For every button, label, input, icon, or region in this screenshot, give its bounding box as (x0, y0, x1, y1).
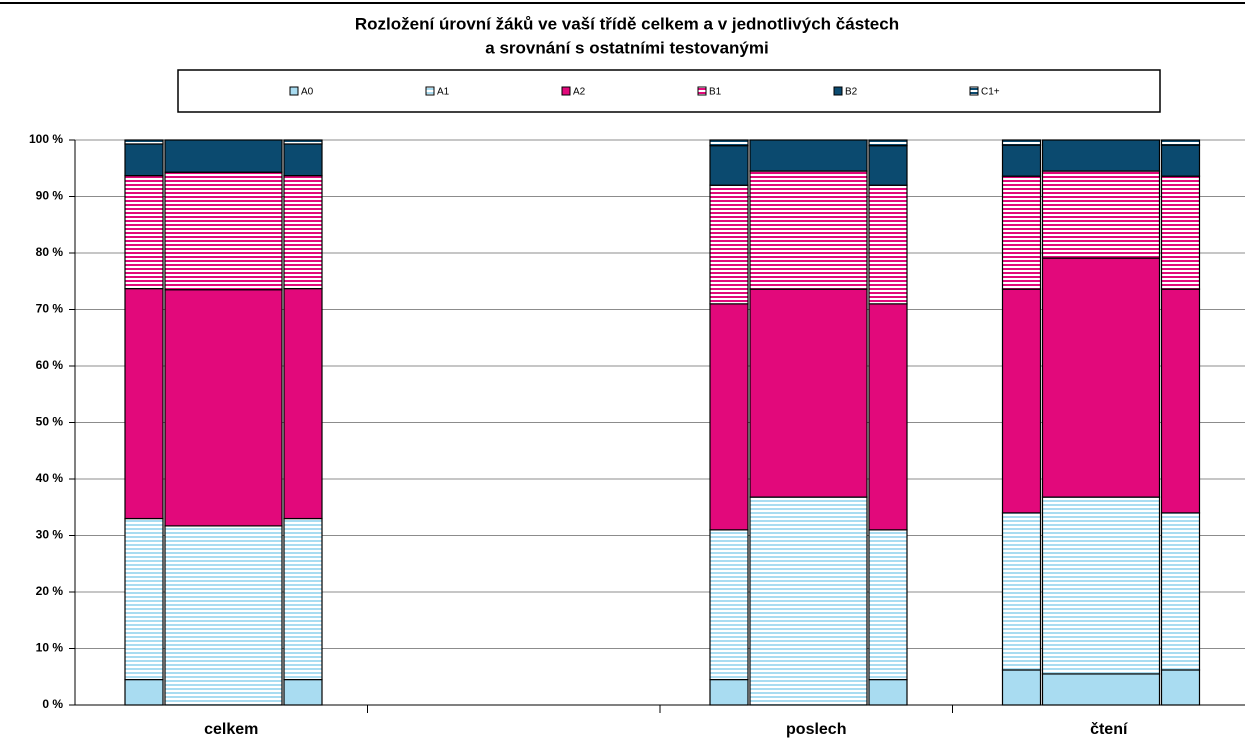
bar-segment (1160, 144, 1201, 177)
bar-segment (749, 139, 868, 172)
y-tick-label: 70 % (36, 302, 64, 316)
legend-swatch (289, 86, 299, 96)
legend-swatch (833, 86, 843, 96)
bar-segment (1001, 288, 1042, 514)
bar-segment (1041, 257, 1161, 498)
bar-segment (1001, 512, 1042, 671)
bar-segment (709, 184, 749, 305)
legend-swatch (425, 86, 435, 96)
bar-segment (164, 525, 283, 706)
x-tick-label: čtení (1090, 721, 1128, 738)
legend-swatch (561, 86, 571, 96)
bar-segment (124, 517, 164, 681)
legend-box (177, 69, 1161, 113)
bar-segment (1041, 170, 1161, 259)
bar-segment (283, 287, 323, 520)
y-tick-label: 50 % (36, 415, 64, 429)
y-tick-label: 90 % (36, 189, 64, 203)
bar-segment (124, 174, 164, 290)
bar-segment (1041, 496, 1161, 675)
chart-title: a srovnání s ostatními testovanými (485, 38, 768, 57)
y-tick-label: 10 % (36, 641, 64, 655)
legend-label: C1+ (981, 87, 1000, 98)
bar-segment (1160, 512, 1201, 671)
x-tick-label: poslech (786, 721, 846, 738)
bar-segment (709, 303, 749, 531)
bar-segment (749, 496, 868, 706)
x-tick-label: celkem (204, 721, 258, 738)
bar-segment (868, 145, 908, 186)
bar-segment (868, 139, 908, 147)
y-tick-label: 80 % (36, 245, 64, 259)
y-tick-label: 40 % (36, 471, 64, 485)
bar-segment (868, 303, 908, 531)
chart-title: Rozložení úrovní žáků ve vaší třídě celk… (355, 14, 899, 33)
legend-swatch (969, 86, 979, 96)
bar-segment (868, 678, 908, 706)
bar-segment (1001, 669, 1042, 706)
bar-segment (283, 678, 323, 706)
bar-segment (709, 139, 749, 147)
legend-label: A2 (573, 87, 586, 98)
bar-segment (164, 139, 283, 173)
bar-segment (1160, 288, 1201, 514)
bar-segment (1160, 175, 1201, 290)
y-tick-label: 100 % (29, 132, 63, 146)
y-tick-label: 20 % (36, 584, 64, 598)
bar-segment (124, 143, 164, 177)
bar-segment (124, 678, 164, 706)
legend-label: B1 (709, 87, 722, 98)
bar-segment (283, 517, 323, 681)
bar-segment (1041, 139, 1161, 172)
bar-segment (1160, 669, 1201, 706)
bar-segment (709, 678, 749, 706)
legend-label: A1 (437, 87, 450, 98)
bar-segment (283, 143, 323, 177)
bar-segment (1001, 144, 1042, 177)
legend-swatch (697, 86, 707, 96)
bar-segment (1041, 673, 1161, 706)
bar-segment (164, 289, 283, 527)
y-tick-label: 60 % (36, 358, 64, 372)
bar-segment (124, 139, 164, 145)
bar-segment (868, 529, 908, 681)
bar-segment (283, 139, 323, 145)
legend-label: A0 (301, 87, 314, 98)
bar-segment (1001, 139, 1042, 146)
y-tick-label: 30 % (36, 528, 64, 542)
bar-segment (749, 288, 868, 498)
bar-segment (868, 184, 908, 305)
bar-segment (749, 170, 868, 290)
bar-segment (1001, 175, 1042, 290)
bar-segment (1160, 139, 1201, 146)
bar-segment (709, 529, 749, 681)
legend-label: B2 (845, 87, 858, 98)
bar-segment (283, 174, 323, 290)
y-tick-label: 0 % (42, 697, 63, 711)
bar-segment (709, 145, 749, 186)
bar-segment (164, 171, 283, 291)
bar-segment (124, 287, 164, 520)
